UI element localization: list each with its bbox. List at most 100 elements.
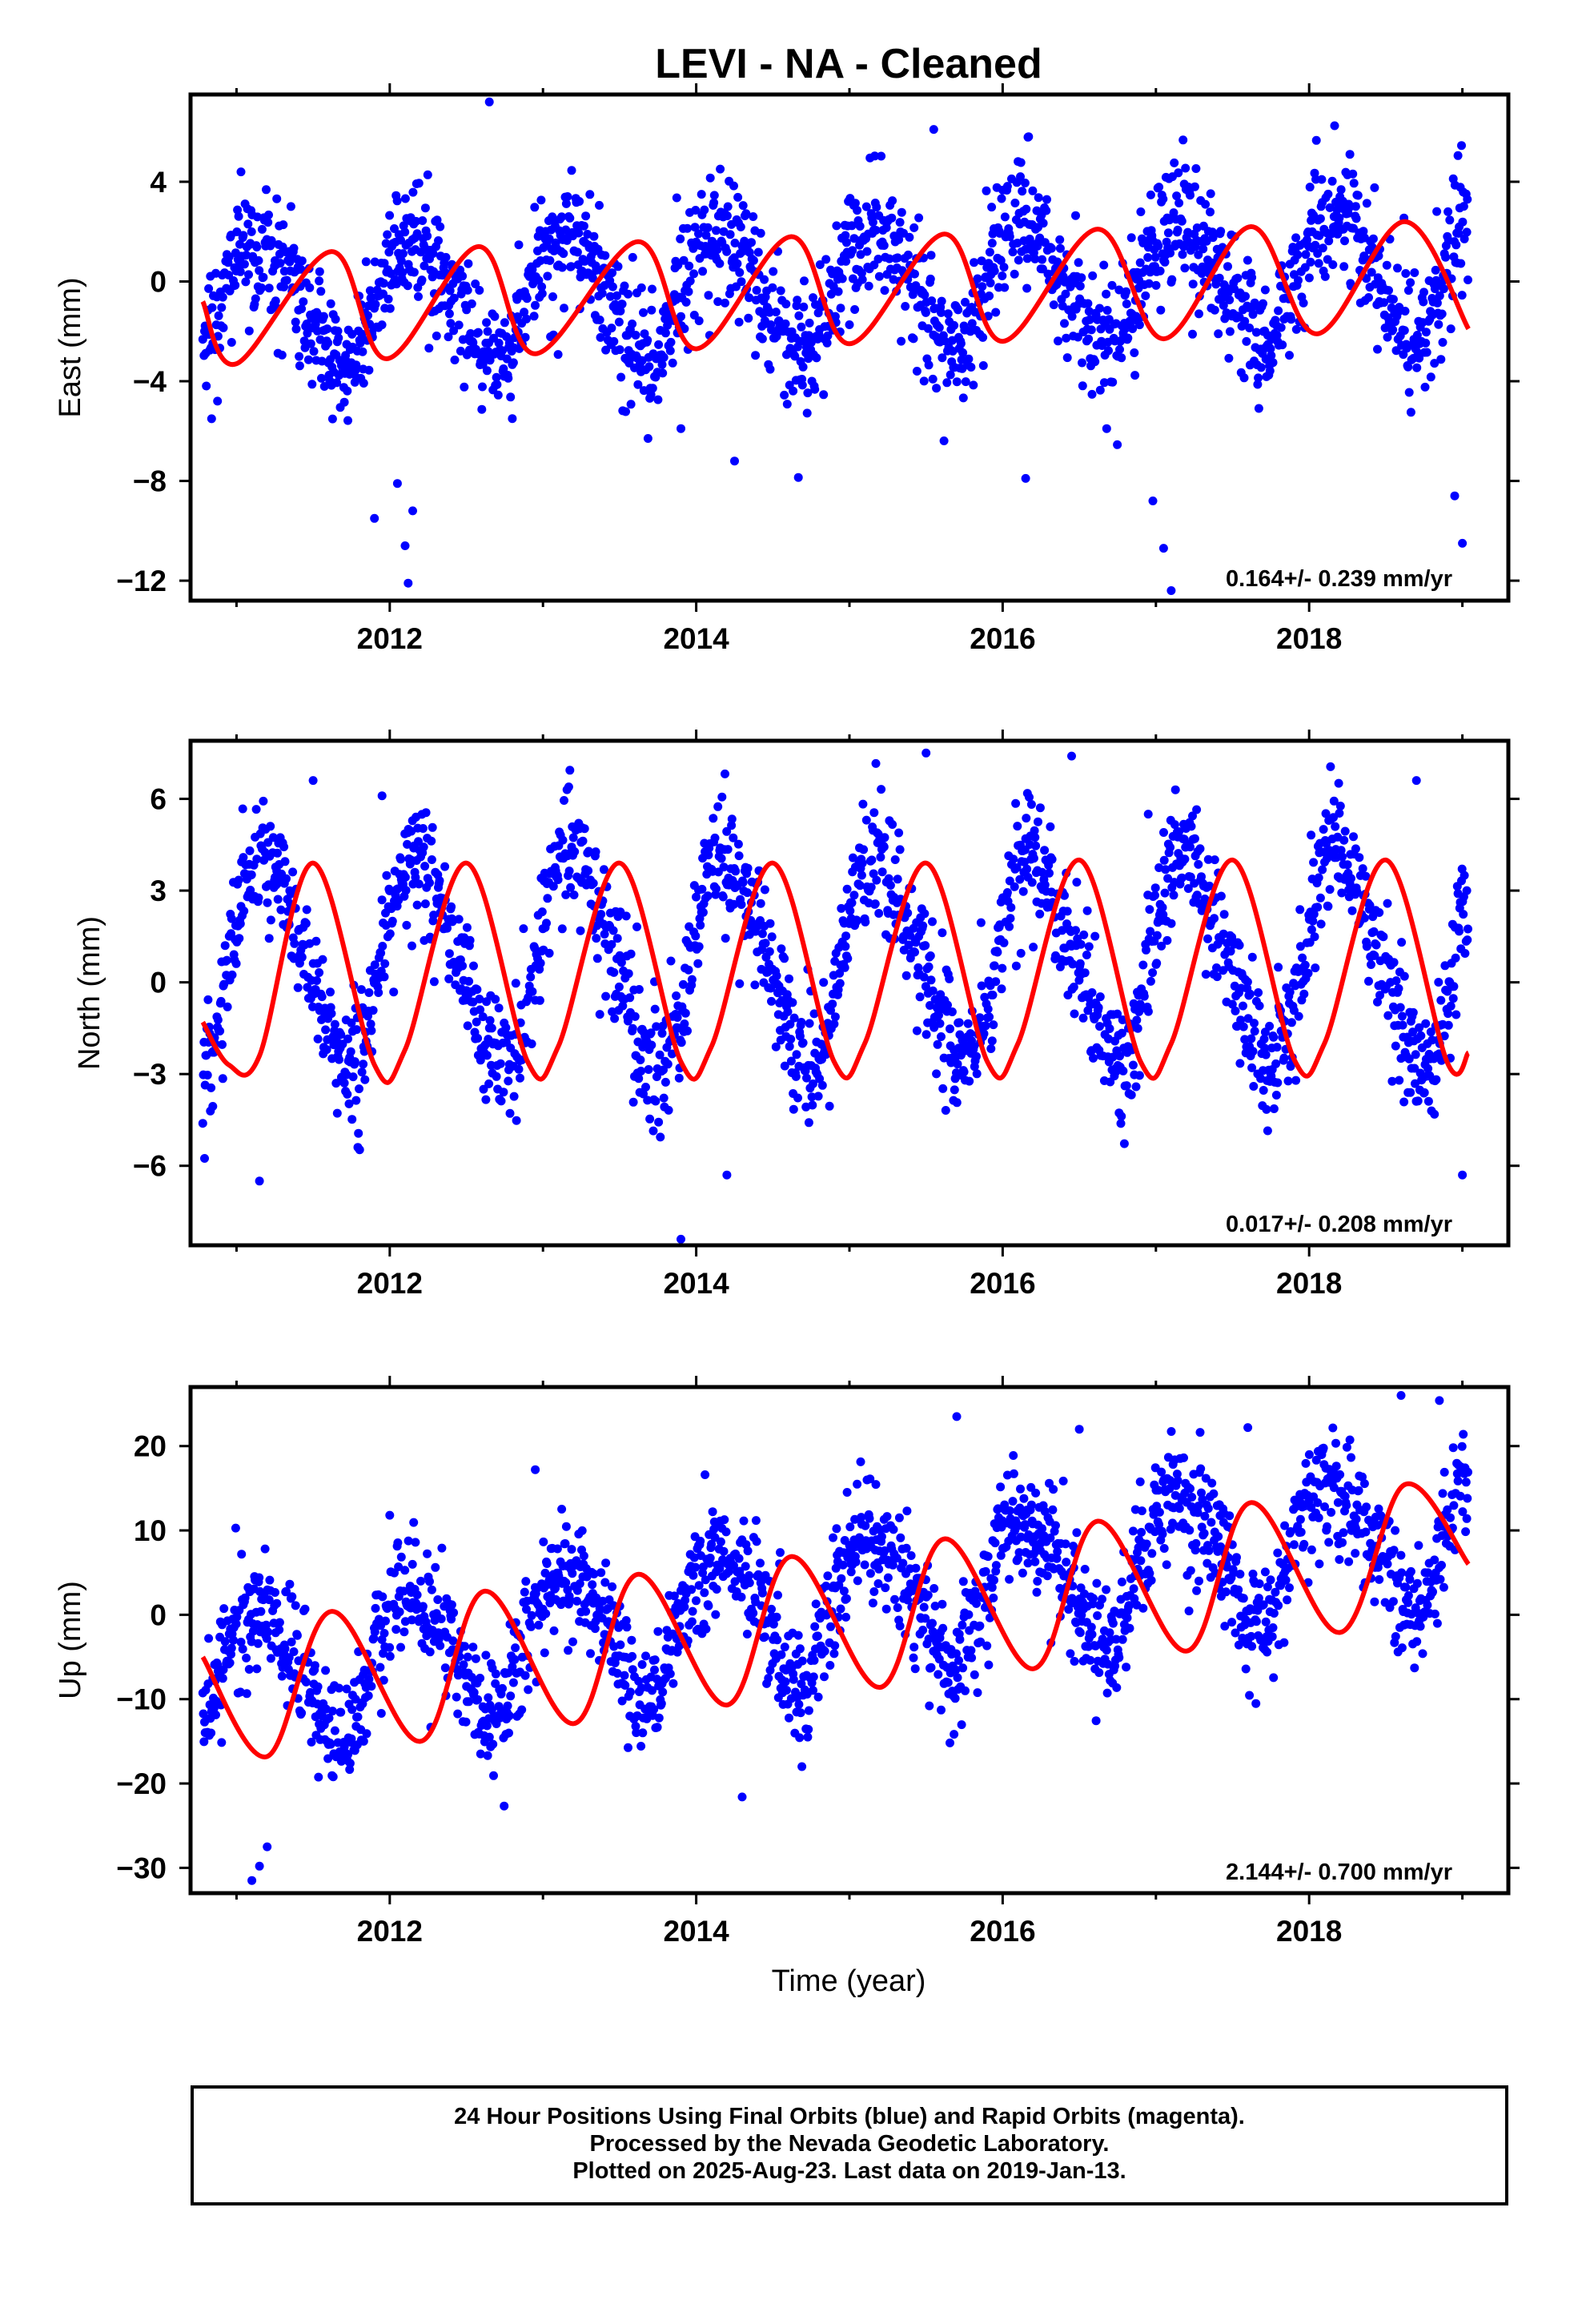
north-data-point (1395, 1003, 1405, 1012)
east-xtick-label: 2012 (357, 622, 423, 655)
north-data-point (339, 1078, 349, 1088)
up-data-point (433, 1595, 443, 1604)
up-data-point (542, 1559, 552, 1568)
east-data-point (377, 320, 387, 330)
north-data-point (1075, 959, 1085, 968)
east-data-point (351, 360, 361, 370)
east-data-point (912, 367, 921, 376)
north-data-point (985, 1012, 994, 1022)
up-data-point (431, 1562, 440, 1572)
north-data-point (1169, 891, 1178, 900)
east-data-point (471, 279, 480, 288)
north-data-point (981, 1021, 990, 1031)
east-data-point (1062, 333, 1071, 343)
north-data-point (1391, 1041, 1400, 1051)
north-data-point (628, 1023, 637, 1033)
up-data-point (745, 1578, 754, 1587)
east-data-point (557, 263, 567, 272)
north-data-point (1371, 940, 1381, 950)
up-data-point (889, 1525, 898, 1534)
east-data-point (940, 336, 950, 346)
east-data-point (1030, 254, 1040, 263)
east-data-point (297, 256, 307, 266)
east-data-point (802, 408, 812, 418)
east-data-point (544, 234, 554, 243)
east-data-point (385, 304, 395, 313)
east-data-point (996, 255, 1006, 265)
up-data-point (826, 1622, 835, 1631)
up-data-point (851, 1557, 861, 1566)
north-data-point (428, 822, 437, 832)
up-data-point (448, 1636, 458, 1646)
north-data-point (1421, 1019, 1431, 1028)
east-data-point (358, 347, 367, 356)
east-data-point (1034, 193, 1043, 203)
east-data-point (1078, 381, 1087, 391)
north-data-point (1094, 1003, 1103, 1012)
up-data-point (871, 1480, 881, 1490)
up-data-point (650, 1655, 660, 1665)
north-data-point (757, 929, 767, 939)
north-data-point (322, 1045, 331, 1055)
north-data-point (302, 905, 311, 915)
up-data-point (737, 1592, 746, 1602)
east-data-point (1384, 286, 1393, 296)
east-data-point (716, 164, 725, 174)
north-data-point (870, 899, 880, 909)
north-data-point (327, 1009, 336, 1019)
north-ytick-label: 0 (150, 967, 167, 999)
north-outlier-point (377, 791, 387, 801)
east-data-point (895, 218, 905, 227)
north-outlier-point (255, 1176, 264, 1186)
east-data-point (528, 265, 537, 275)
east-data-point (359, 379, 368, 388)
north-data-point (1460, 870, 1469, 880)
east-outlier-point (408, 506, 417, 516)
north-data-point (656, 1132, 665, 1142)
east-data-point (506, 392, 516, 402)
north-data-point (1128, 1060, 1138, 1070)
north-data-point (1133, 1023, 1142, 1033)
north-data-point (885, 881, 895, 890)
east-data-point (1443, 207, 1453, 216)
east-data-point (239, 259, 249, 269)
east-data-point (926, 251, 936, 260)
east-data-point (1278, 340, 1287, 350)
up-data-point (622, 1622, 632, 1632)
up-data-point (893, 1603, 902, 1612)
east-outlier-point (370, 513, 379, 523)
up-data-point (484, 1693, 493, 1703)
north-data-point (263, 898, 272, 907)
east-data-point (644, 362, 654, 372)
east-data-point (1274, 306, 1283, 316)
east-data-point (1223, 262, 1232, 271)
east-data-point (460, 382, 469, 392)
up-data-point (772, 1612, 781, 1622)
east-data-point (224, 252, 234, 262)
north-data-point (330, 1019, 339, 1029)
north-data-point (698, 907, 708, 917)
north-data-point (544, 948, 554, 958)
east-data-point (1143, 253, 1153, 262)
north-data-point (235, 919, 245, 928)
north-data-point (632, 922, 641, 931)
east-data-point (272, 194, 282, 203)
east-data-point (588, 273, 597, 283)
east-data-point (251, 294, 260, 304)
north-data-point (1339, 835, 1349, 845)
north-data-point (238, 804, 247, 814)
east-data-point (958, 348, 968, 357)
east-data-point (765, 308, 774, 317)
north-data-point (624, 969, 633, 979)
north-data-point (1263, 1126, 1272, 1136)
east-data-point (1067, 312, 1077, 321)
east-data-point (647, 305, 656, 315)
east-data-point (1055, 235, 1065, 244)
north-data-point (561, 890, 571, 899)
north-data-point (738, 878, 748, 887)
east-data-point (1323, 189, 1333, 199)
east-data-point (1173, 225, 1182, 235)
north-data-point (401, 886, 411, 895)
up-data-point (510, 1655, 520, 1664)
up-data-point (625, 1687, 635, 1697)
